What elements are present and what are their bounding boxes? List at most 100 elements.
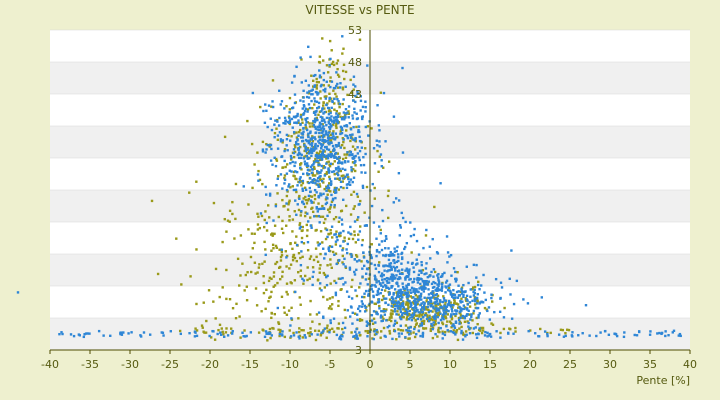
data-point [422,306,426,309]
data-point [296,184,299,187]
data-point [421,310,424,314]
data-point [268,327,272,331]
data-point [322,192,325,196]
data-point [456,296,460,299]
data-point [278,332,282,336]
data-point [354,94,357,98]
data-point [396,245,399,249]
data-point [294,241,297,244]
data-point [432,268,436,271]
data-point [310,226,313,229]
data-point [264,185,267,189]
data-point [289,324,292,327]
data-point [305,162,309,165]
data-point [337,165,340,169]
data-point [329,139,332,142]
data-point [409,277,412,281]
data-point [254,272,257,275]
data-point [323,95,327,98]
data-point [356,90,359,93]
data-point [397,199,401,202]
data-point [338,112,341,115]
data-point [322,316,325,320]
data-point [442,309,445,312]
data-point [310,74,313,77]
data-point [298,337,301,340]
data-point [379,228,382,232]
data-point [488,332,492,336]
data-point [310,144,314,147]
data-point [434,300,437,304]
data-point [218,295,221,299]
data-point [311,206,314,210]
data-point [385,237,388,241]
data-point [351,161,355,164]
data-point [311,283,314,287]
data-point [401,216,405,220]
data-point [607,333,611,336]
data-point [411,315,414,319]
data-point [330,245,334,249]
data-point [512,302,516,306]
x-tick-label: -10 [281,358,299,371]
data-point [454,321,458,324]
data-point [269,159,273,162]
data-point [495,330,498,333]
data-point [261,140,265,144]
data-point [290,156,293,160]
data-point [375,332,378,336]
data-point [371,290,375,293]
data-point [310,149,314,153]
data-point [321,108,324,111]
data-point [343,257,346,261]
data-point [281,187,284,190]
data-point [429,297,432,301]
data-point [293,279,297,282]
data-point [381,315,384,319]
data-point [305,172,309,175]
data-point [329,118,333,121]
data-point [419,323,422,326]
data-point [349,305,353,308]
data-point [271,232,274,235]
data-point [428,296,432,300]
data-point [300,250,303,253]
data-point [341,88,345,91]
data-point [338,337,341,340]
data-point [327,186,331,190]
data-point [328,177,332,181]
data-point [337,141,341,145]
data-point [339,132,342,136]
data-point [473,285,477,289]
data-point [355,253,358,257]
data-point [330,49,333,52]
data-point [440,285,444,288]
data-point [329,76,332,79]
data-point [273,123,276,126]
data-point [297,151,301,154]
data-point [309,199,313,202]
data-point [344,107,348,111]
data-point [440,286,444,290]
data-point [279,103,282,106]
data-point [325,185,328,188]
data-point [488,318,492,321]
data-point [432,307,435,310]
data-point [316,128,319,131]
data-point [491,300,494,303]
data-point [413,288,416,291]
data-point [309,327,312,330]
data-point [300,153,303,157]
data-point [354,100,357,104]
data-point [315,191,318,194]
data-point [431,286,435,289]
data-point [313,174,317,177]
data-point [365,324,369,327]
data-point [332,89,335,92]
data-point [351,114,354,117]
data-point [311,181,315,184]
x-tick-label: 40 [683,358,697,371]
data-point [444,306,447,310]
data-point [427,300,430,304]
data-point [382,308,386,311]
